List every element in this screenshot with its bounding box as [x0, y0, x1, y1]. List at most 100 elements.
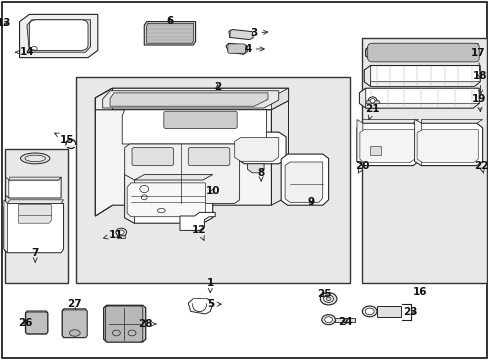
Text: 6: 6 [166, 16, 173, 26]
Polygon shape [124, 175, 134, 223]
Polygon shape [271, 101, 288, 205]
FancyBboxPatch shape [29, 20, 88, 50]
Text: 20: 20 [355, 161, 369, 174]
Polygon shape [376, 306, 400, 317]
Text: 27: 27 [67, 299, 82, 309]
Polygon shape [20, 14, 98, 58]
FancyBboxPatch shape [26, 312, 47, 334]
Text: 2: 2 [214, 82, 221, 93]
Polygon shape [25, 311, 48, 334]
Polygon shape [365, 103, 478, 108]
Polygon shape [281, 154, 328, 205]
Polygon shape [188, 299, 212, 314]
Text: 17: 17 [470, 48, 485, 78]
Polygon shape [369, 146, 381, 155]
FancyBboxPatch shape [367, 43, 478, 62]
Text: 5: 5 [207, 299, 221, 309]
Polygon shape [9, 177, 61, 180]
Polygon shape [237, 132, 285, 164]
Polygon shape [364, 66, 370, 86]
Text: 4: 4 [244, 44, 264, 54]
Polygon shape [192, 299, 206, 306]
Ellipse shape [25, 155, 45, 162]
Polygon shape [146, 23, 193, 43]
Ellipse shape [369, 99, 374, 103]
Polygon shape [359, 88, 478, 108]
Text: 16: 16 [412, 287, 427, 297]
Text: 8: 8 [257, 168, 264, 181]
Polygon shape [127, 183, 205, 217]
Text: 14: 14 [15, 47, 34, 57]
Polygon shape [370, 82, 479, 86]
Polygon shape [27, 20, 90, 52]
Polygon shape [134, 175, 212, 180]
Ellipse shape [321, 315, 335, 325]
Ellipse shape [69, 330, 80, 336]
Ellipse shape [365, 308, 373, 315]
Polygon shape [4, 200, 7, 253]
Text: 15: 15 [55, 133, 75, 145]
Polygon shape [365, 101, 380, 108]
Text: 25: 25 [317, 289, 331, 300]
Polygon shape [335, 318, 354, 322]
Polygon shape [62, 309, 87, 338]
Ellipse shape [367, 97, 376, 105]
Ellipse shape [362, 306, 376, 317]
Polygon shape [122, 110, 266, 144]
Polygon shape [362, 120, 418, 123]
Polygon shape [285, 162, 322, 202]
Polygon shape [124, 175, 212, 223]
Polygon shape [103, 305, 145, 342]
Text: 21: 21 [365, 104, 379, 120]
Polygon shape [247, 164, 264, 173]
Text: 13: 13 [0, 18, 11, 28]
Polygon shape [117, 235, 125, 238]
Polygon shape [356, 123, 418, 166]
Text: 12: 12 [192, 225, 206, 240]
Polygon shape [365, 44, 372, 61]
Text: 28: 28 [138, 319, 156, 329]
Polygon shape [95, 110, 271, 216]
Text: 11: 11 [103, 230, 123, 240]
FancyBboxPatch shape [163, 111, 237, 129]
Polygon shape [372, 56, 477, 61]
Text: 1: 1 [206, 278, 213, 292]
Polygon shape [19, 204, 51, 223]
Ellipse shape [20, 153, 50, 164]
Ellipse shape [323, 295, 333, 302]
Ellipse shape [118, 230, 124, 234]
Polygon shape [364, 66, 479, 86]
Polygon shape [359, 88, 365, 108]
Text: 24: 24 [337, 317, 352, 327]
Polygon shape [225, 43, 247, 54]
Polygon shape [4, 203, 63, 253]
Polygon shape [7, 200, 63, 203]
Text: 19: 19 [471, 94, 486, 112]
Text: 3: 3 [250, 28, 267, 38]
Text: 9: 9 [307, 197, 314, 207]
Polygon shape [361, 38, 486, 283]
Ellipse shape [320, 293, 336, 305]
Ellipse shape [324, 317, 332, 323]
FancyBboxPatch shape [132, 148, 173, 166]
Polygon shape [95, 88, 112, 216]
FancyBboxPatch shape [188, 148, 229, 166]
Text: 7: 7 [31, 248, 39, 262]
Polygon shape [6, 177, 9, 198]
Polygon shape [6, 177, 61, 198]
Polygon shape [414, 120, 421, 166]
FancyBboxPatch shape [227, 44, 245, 53]
FancyBboxPatch shape [62, 310, 87, 337]
Polygon shape [356, 120, 362, 166]
Polygon shape [66, 145, 76, 147]
Polygon shape [416, 130, 477, 163]
Polygon shape [102, 91, 278, 108]
Polygon shape [76, 77, 349, 283]
Polygon shape [414, 123, 482, 166]
Polygon shape [124, 144, 239, 203]
Polygon shape [144, 22, 195, 45]
Text: 22: 22 [473, 161, 488, 174]
Ellipse shape [325, 297, 330, 301]
Polygon shape [234, 138, 278, 161]
Polygon shape [95, 88, 288, 110]
